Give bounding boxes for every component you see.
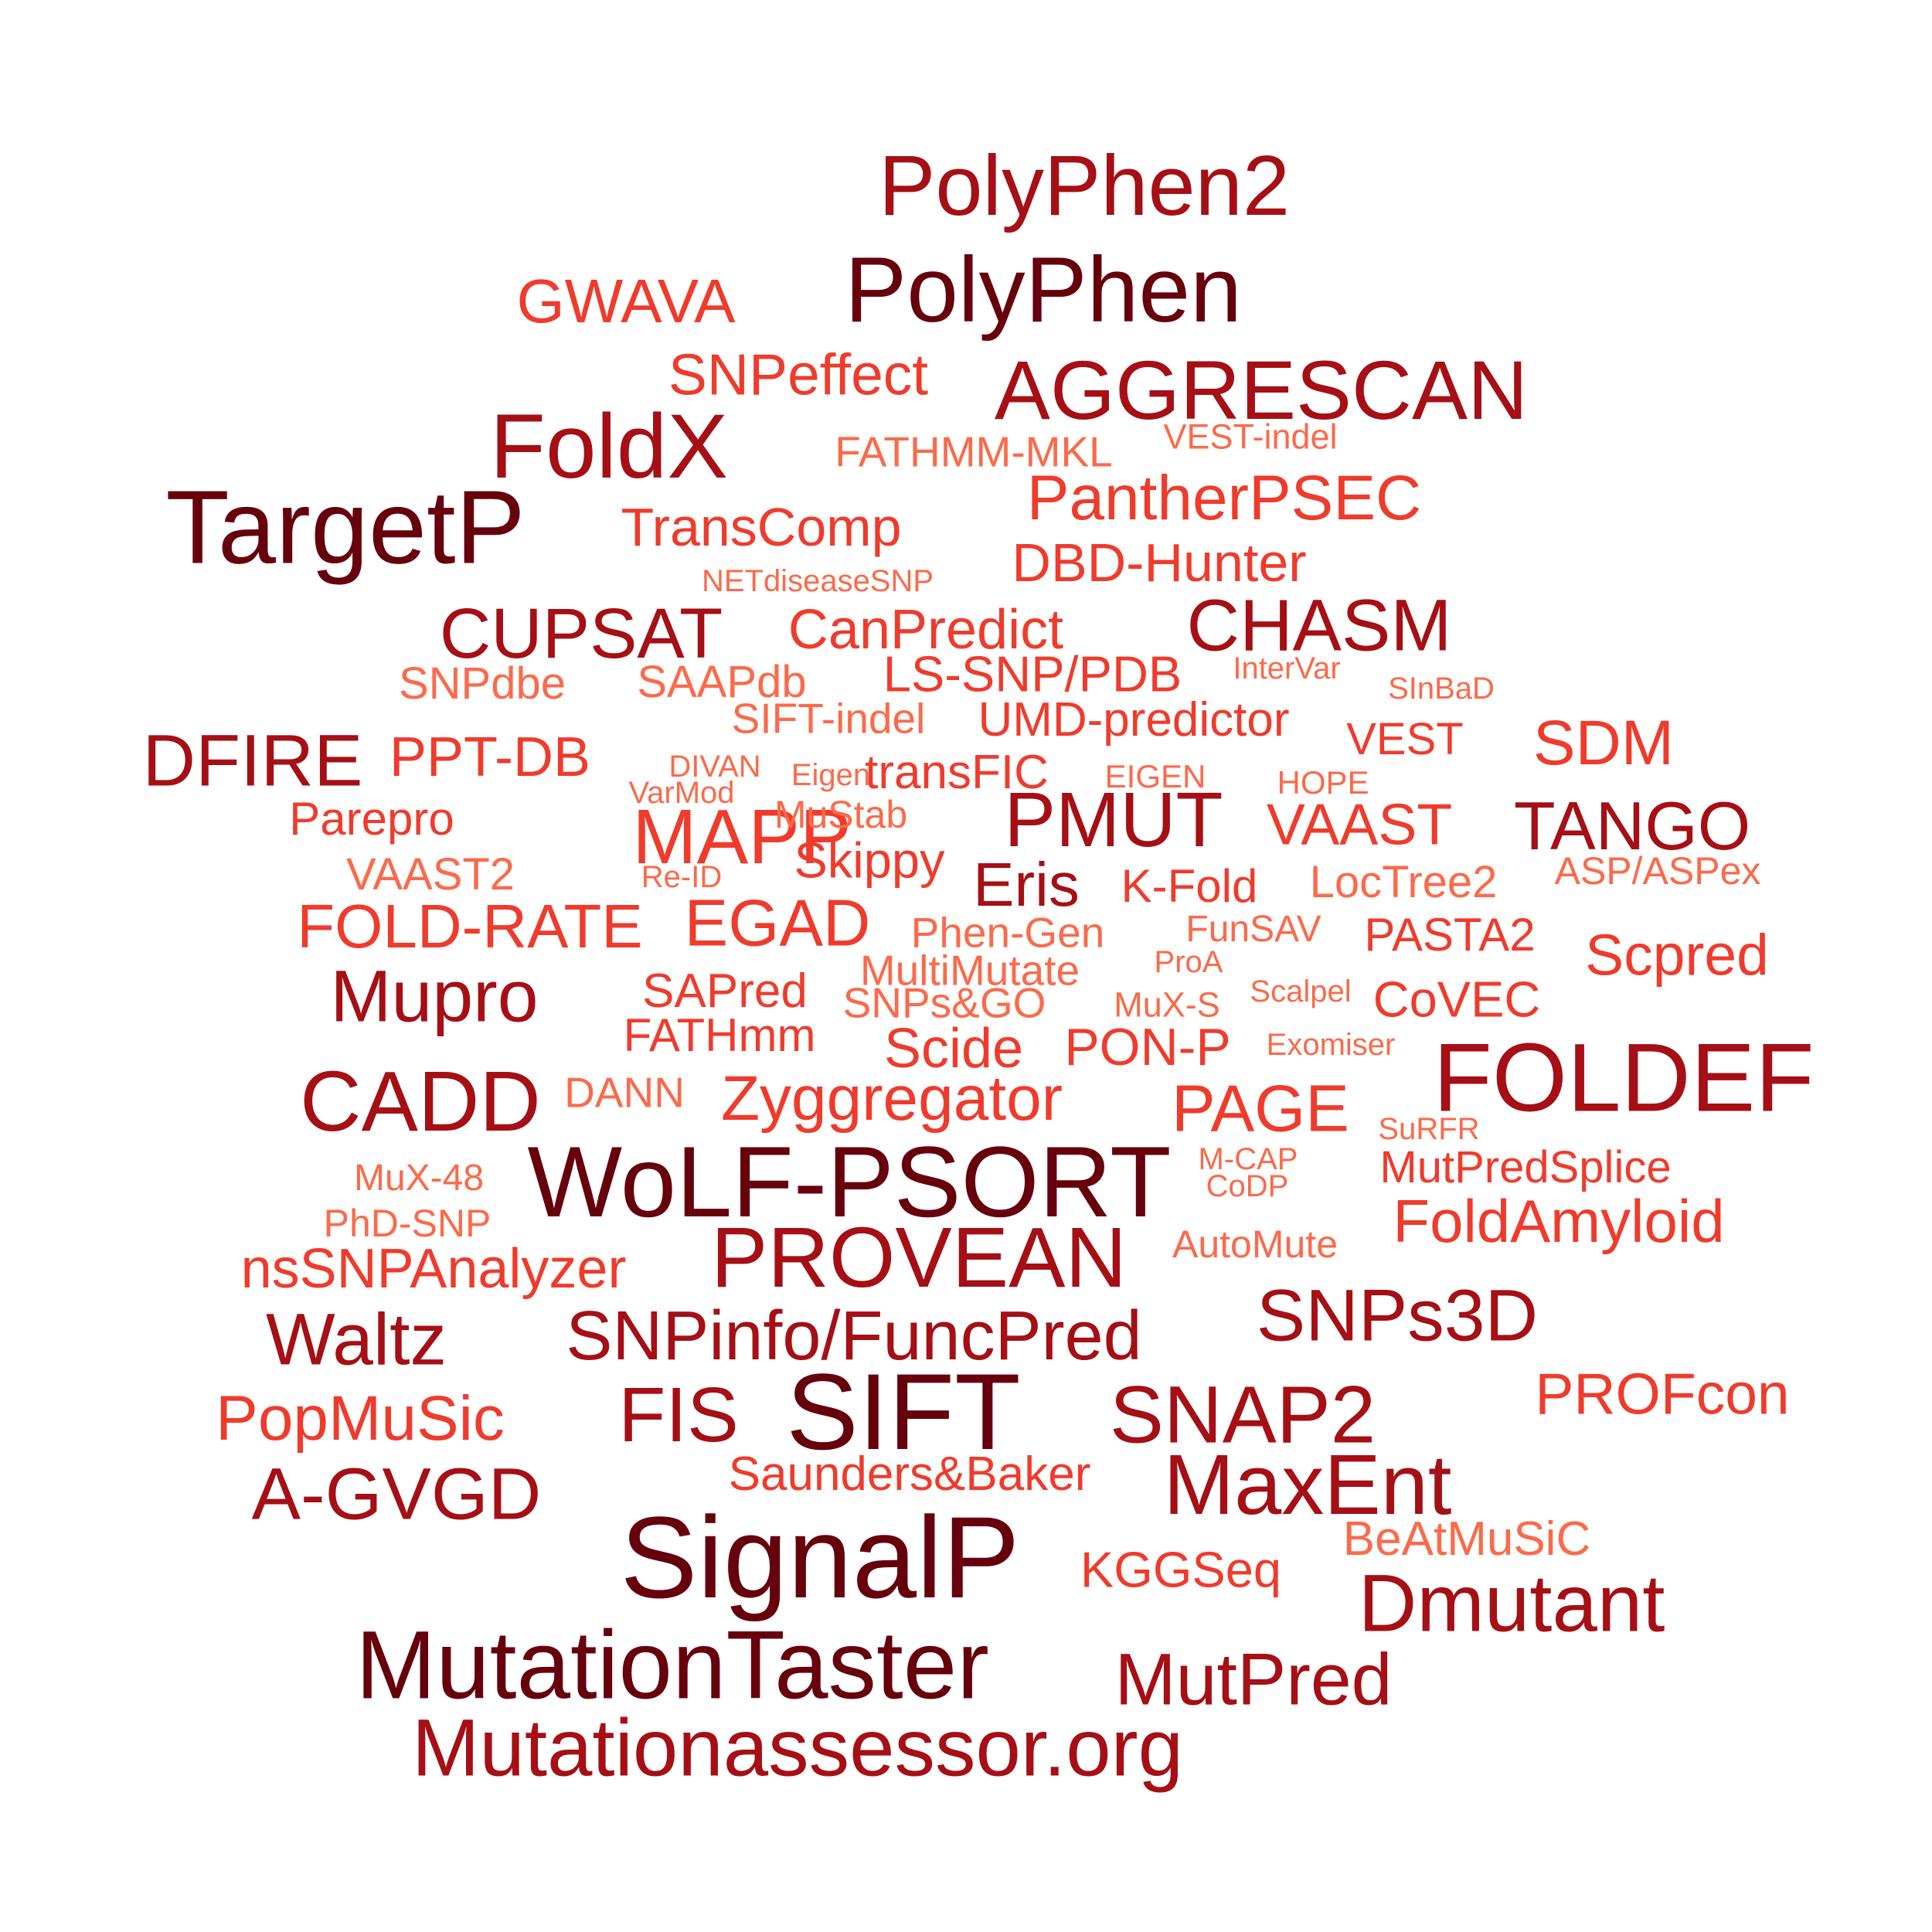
word-mustab: MuStab: [774, 793, 908, 836]
word-transcomp: TransComp: [621, 497, 902, 557]
word-saapdb: SAAPdb: [637, 657, 807, 707]
word-vaast: VAAST: [1266, 791, 1453, 857]
word-kggseq: KGGSeq: [1080, 1541, 1282, 1598]
word-snpdbe: SNPdbe: [398, 658, 566, 709]
word-dbd-hunter: DBD-Hunter: [1012, 532, 1307, 593]
word-sinbad: SInBaD: [1388, 672, 1495, 706]
word-covec: CoVEC: [1372, 971, 1541, 1028]
word-snpinfo-funcpred: SNPinfo/FuncPred: [566, 1298, 1142, 1375]
word-fathmm: FATHmm: [623, 1009, 816, 1061]
word-cupsat: CUPSAT: [439, 594, 723, 673]
word-zyggregator: Zyggregator: [720, 1063, 1063, 1134]
word-scide: Scide: [883, 1018, 1024, 1080]
word-parepro: Parepro: [289, 793, 454, 845]
word-pantherpsec: PantherPSEC: [1026, 463, 1422, 533]
word-pmut: PMUT: [1004, 777, 1223, 863]
word-polyphen2: PolyPhen2: [878, 138, 1291, 233]
word-snap2: SNAP2: [1109, 1369, 1376, 1461]
word-m-cap: M-CAP: [1198, 1142, 1298, 1176]
word-egad: EGAD: [684, 886, 871, 961]
word-polyphen: PolyPhen: [845, 238, 1242, 342]
word-sift-indel: SIFT-indel: [731, 694, 926, 743]
word-mux-48: MuX-48: [353, 1158, 485, 1199]
word-wolf-psort: WoLF-PSORT: [527, 1125, 1172, 1238]
word-targetp: TargetP: [165, 468, 526, 586]
word-tango: TANGO: [1513, 787, 1751, 864]
word-foldamyloid: FoldAmyloid: [1393, 1187, 1725, 1255]
word-mutationtaster: MutationTaster: [355, 1611, 989, 1719]
word-fold-rate: FOLD-RATE: [297, 892, 643, 961]
word-re-id: Re-ID: [641, 860, 723, 894]
word-asp-aspex: ASP/ASPex: [1554, 849, 1761, 893]
word-aggrescan: AGGRESCAN: [994, 343, 1529, 437]
word-ls-snp-pdb: LS-SNP/PDB: [883, 645, 1182, 702]
word-maxent: MaxEnt: [1163, 1437, 1452, 1532]
word-proa: ProA: [1154, 945, 1223, 979]
word-cadd: CADD: [300, 1054, 541, 1149]
word-signalp: SignalP: [620, 1492, 1020, 1622]
word-sdm: SDM: [1532, 708, 1675, 778]
word-phd-snp: PhD-SNP: [323, 1202, 492, 1245]
word-mux-s: MuX-S: [1114, 985, 1220, 1025]
word-varmod: VarMod: [628, 776, 735, 810]
word-foldx: FoldX: [489, 396, 729, 498]
word-popmusic: PopMuSic: [216, 1383, 505, 1454]
word-skippy: Skippy: [794, 832, 945, 889]
word-page: PAGE: [1172, 1072, 1349, 1146]
word-snps3d: SNPs3D: [1256, 1274, 1539, 1357]
word-foldef: FOLDEF: [1433, 1024, 1815, 1132]
word-mapp: MAPP: [632, 794, 852, 880]
word-pon-p: PON-P: [1064, 1018, 1231, 1077]
word-dfire: DFIRE: [142, 719, 363, 802]
word-fis: FIS: [618, 1372, 739, 1458]
word-loctree2: LocTree2: [1309, 857, 1498, 907]
word-waltz: Waltz: [266, 1298, 447, 1381]
word-mupro: Mupro: [330, 955, 539, 1038]
word-dmutant: Dmutant: [1358, 1558, 1665, 1649]
word-sift: SIFT: [786, 1351, 1021, 1472]
word-fathmm-mkl: FATHMM-MKL: [835, 427, 1113, 476]
word-vaast2: VAAST2: [345, 849, 515, 900]
word-dann: DANN: [564, 1068, 685, 1117]
word-beatmusic: BeAtMuSiC: [1342, 1512, 1591, 1566]
word-mutpred: MutPred: [1114, 1638, 1393, 1721]
word-gwava: GWAVA: [516, 267, 736, 335]
word-eigen: Eigen: [791, 758, 871, 792]
word-surfr: SuRFR: [1378, 1112, 1480, 1146]
word-ppt-db: PPT-DB: [389, 726, 591, 788]
word-vest: VEST: [1346, 714, 1464, 764]
word-snpeffect: SNPeffect: [668, 342, 929, 407]
word-snps-go: SNPs&GO: [842, 978, 1046, 1027]
word-intervar: InterVar: [1233, 651, 1341, 685]
word-codp: CoDP: [1206, 1169, 1289, 1203]
word-scpred: Scpred: [1585, 922, 1769, 988]
word-profcon: PROFcon: [1535, 1361, 1790, 1427]
word-a-gvgd: A-GVGD: [251, 1453, 542, 1536]
word-exomiser: Exomiser: [1266, 1028, 1396, 1062]
word-nssnpanalyzer: nsSNPAnalyzer: [240, 1238, 627, 1300]
word-transfic: transFIC: [865, 746, 1049, 799]
word-pasta2: PASTA2: [1364, 909, 1536, 961]
word-k-fold: K-Fold: [1121, 860, 1258, 912]
word-eris: Eris: [973, 850, 1080, 919]
word-eigen: EIGEN: [1104, 758, 1206, 794]
word-chasm: CHASM: [1186, 584, 1452, 667]
word-saunders-baker: Saunders&Baker: [728, 1447, 1091, 1501]
word-mutationassessor-org: Mutationassessor.org: [411, 1702, 1184, 1794]
word-provean: PROVEAN: [711, 1210, 1127, 1305]
word-funsav: FunSAV: [1185, 909, 1321, 950]
word-netdiseasesnp: NETdiseaseSNP: [701, 564, 934, 598]
word-automute: AutoMute: [1172, 1223, 1338, 1266]
word-mutpredsplice: MutPredSplice: [1379, 1142, 1672, 1192]
word-multimutate: MultiMutate: [859, 946, 1080, 995]
word-scalpel: Scalpel: [1250, 975, 1352, 1009]
word-canpredict: CanPredict: [787, 599, 1064, 661]
word-phen-gen: Phen-Gen: [910, 908, 1105, 957]
word-hope: HOPE: [1277, 764, 1369, 801]
word-sapred: SAPred: [642, 964, 808, 1018]
word-divan: DIVAN: [668, 750, 761, 784]
word-vest-indel: VEST-indel: [1163, 417, 1338, 457]
word-umd-predictor: UMD-predictor: [978, 693, 1290, 747]
